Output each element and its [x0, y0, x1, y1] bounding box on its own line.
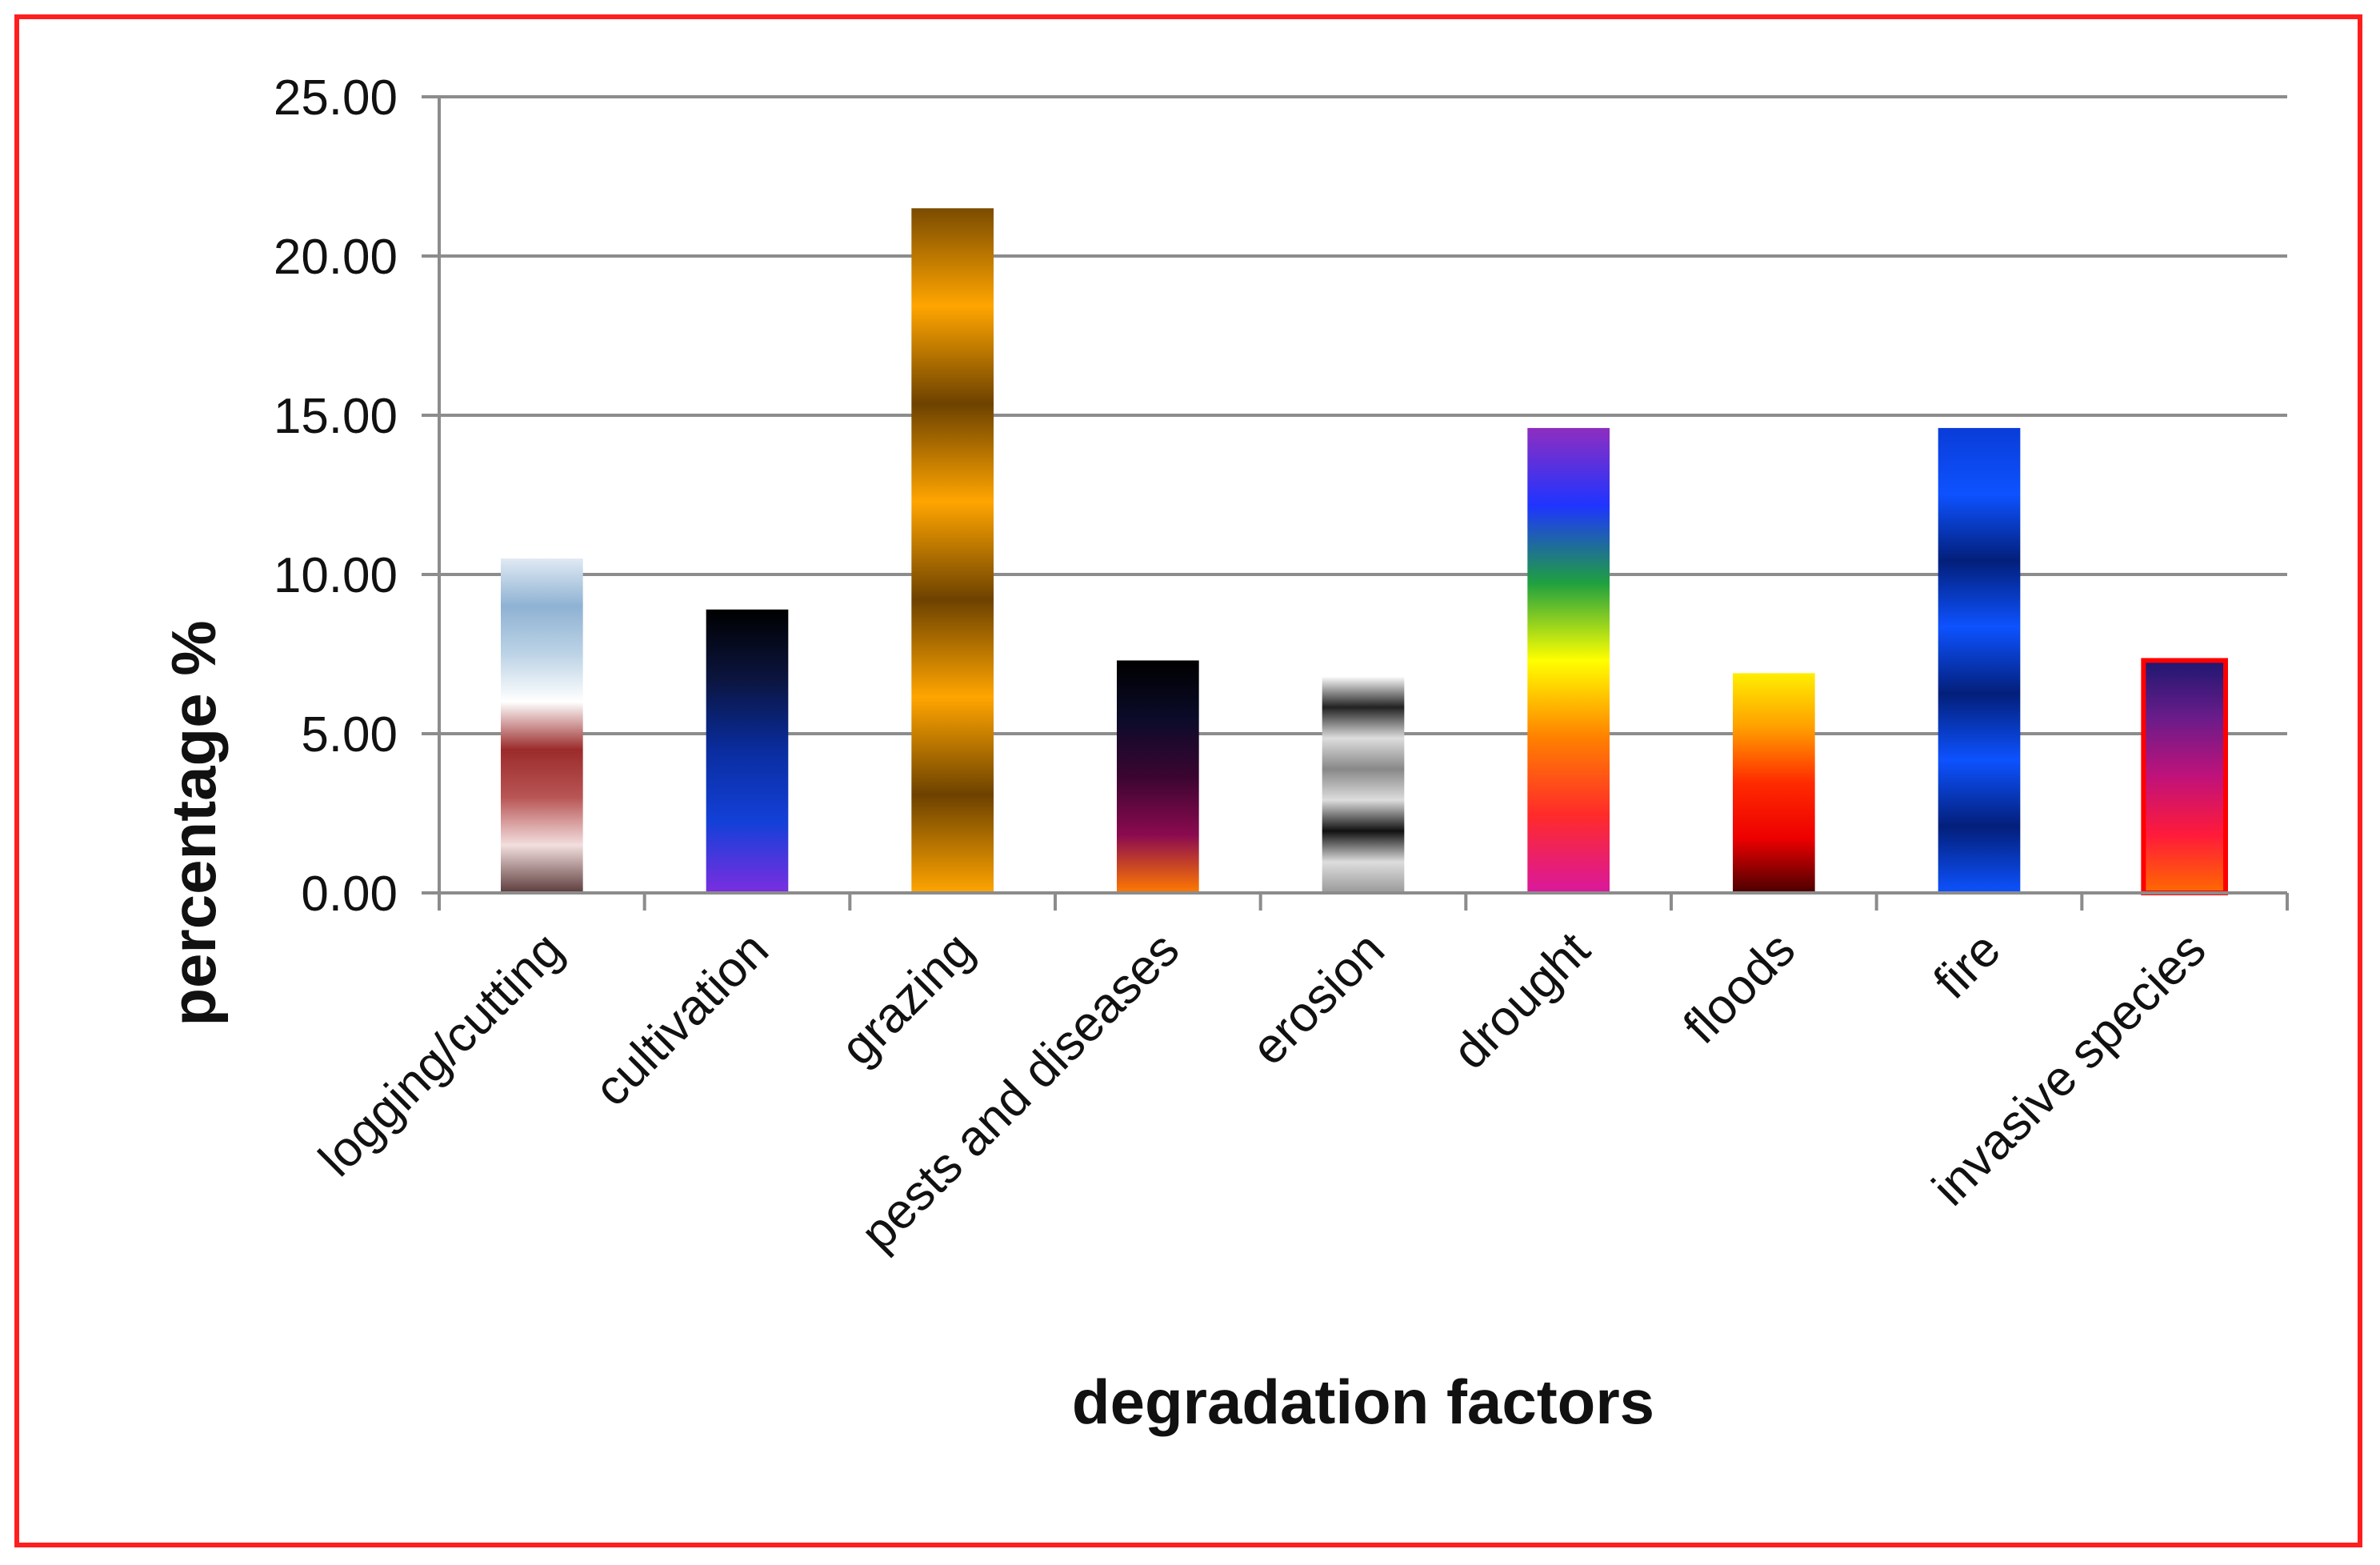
y-tick-label: 15.00: [274, 389, 398, 444]
x-category-label: drought: [1442, 922, 1600, 1079]
bar-invasive-species: [2141, 658, 2228, 896]
x-category-label: floods: [1673, 922, 1806, 1055]
bar-pests-and-diseases: [1117, 660, 1199, 893]
bar-grazing: [911, 208, 994, 893]
y-axis-title: percentage %: [158, 620, 229, 1026]
y-tick-label: 10.00: [274, 548, 398, 603]
bars: [501, 208, 2228, 896]
x-category-label: fire: [1923, 922, 2011, 1010]
axes: [422, 95, 2289, 911]
bar-chart: 0.00 5.00 10.00 15.00 20.00 25.00 logging/cut…: [158, 70, 2289, 1437]
bar-erosion: [1322, 676, 1405, 893]
bar-fire: [1938, 427, 2021, 893]
y-tick-labels: 0.00 5.00 10.00 15.00 20.00 25.00: [274, 70, 398, 922]
x-category-label: erosion: [1241, 922, 1395, 1076]
y-tick-label: 0.00: [301, 867, 398, 922]
x-category-label: grazing: [830, 922, 985, 1076]
y-tick-label: 5.00: [301, 707, 398, 762]
bar-floods: [1733, 673, 1815, 893]
y-tick-label: 20.00: [274, 230, 398, 285]
bar-logging-cutting: [501, 558, 583, 893]
y-tick-label: 25.00: [274, 70, 398, 126]
x-category-label: cultivation: [584, 922, 779, 1117]
bar-cultivation: [706, 609, 789, 893]
bar-drought: [1527, 427, 1610, 893]
chart-frame: 0.00 5.00 10.00 15.00 20.00 25.00 logging/cut…: [14, 14, 2362, 1547]
x-axis-title: degradation factors: [1072, 1367, 1654, 1437]
x-category-label: logging/cutting: [309, 922, 574, 1187]
